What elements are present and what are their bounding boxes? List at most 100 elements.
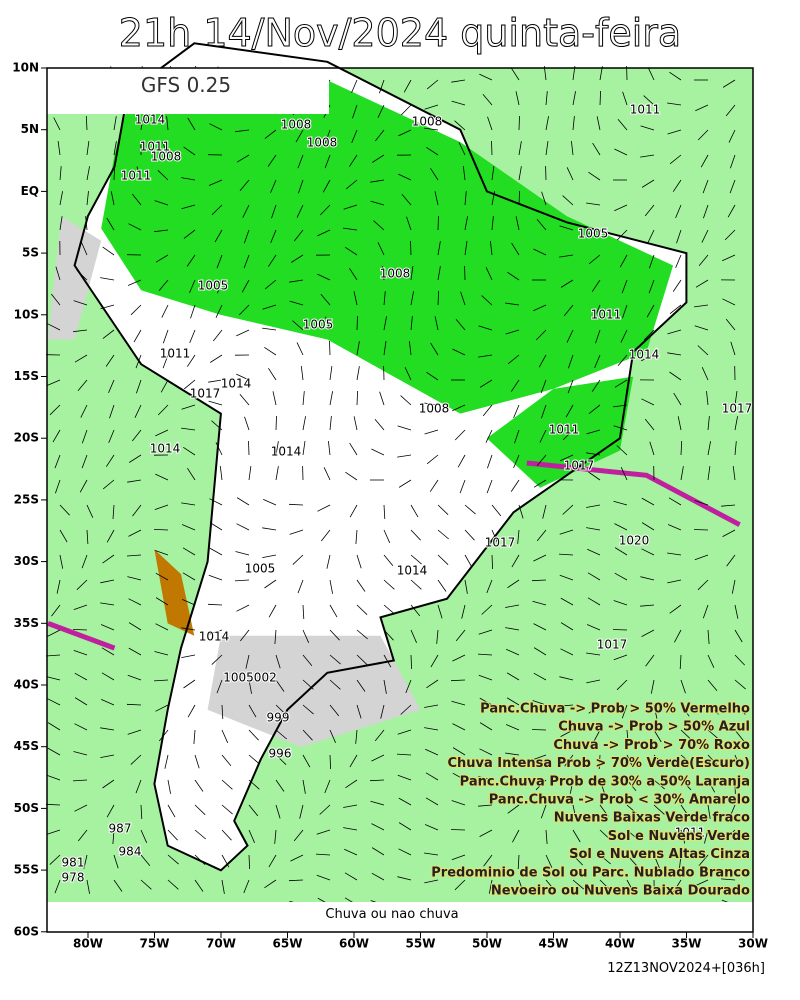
wind-arrow [272,391,277,406]
wind-arrow [374,729,385,742]
wind-arrow [450,679,466,682]
wind-arrow [455,629,466,642]
isobar-label: 1008 [412,115,443,129]
wind-arrow [183,379,196,390]
wind-arrow [490,241,493,256]
wind-arrow [167,854,179,865]
wind-arrow [640,576,655,581]
wind-arrow [102,329,115,339]
wind-arrow [725,104,736,117]
wind-arrow [669,71,682,81]
wind-arrow [533,248,547,256]
wind-arrow [460,291,466,306]
wind-arrow [586,429,601,435]
wind-arrow [587,548,601,556]
isobar-label: 1008 [151,150,182,164]
legend-entry: Panc.Chuva -> Prob > 50% Vermelho [480,702,750,717]
wind-arrow [383,629,394,641]
wind-arrow [55,479,61,494]
wind-arrow [562,504,574,515]
wind-arrow [653,704,658,719]
wind-arrow [481,295,493,306]
wind-arrow [181,502,196,506]
wind-arrow [491,529,498,543]
wind-arrow [695,279,709,288]
wind-arrow [507,804,520,814]
wind-arrow [511,554,520,568]
wind-arrow [672,179,682,192]
wind-arrow [59,529,68,543]
wind-arrow [437,579,447,592]
wind-arrow [641,548,655,556]
wind-arrow [320,294,331,306]
wind-arrow [113,116,117,131]
wind-arrow [211,204,223,216]
wind-arrow [157,404,169,416]
wind-arrow [275,804,281,819]
lat-label: 40S [14,678,39,692]
wind-arrow [57,141,61,156]
magenta-band [47,621,116,651]
wind-arrow [653,829,664,842]
wind-arrow [518,190,520,206]
wind-arrow [729,179,736,194]
wind-arrow [560,729,574,737]
wind-arrow [588,704,601,714]
wind-arrow [697,129,709,141]
wind-arrow [721,854,736,860]
wind-arrow [127,576,142,581]
wind-arrow [181,427,196,431]
wind-arrow [235,129,250,133]
wind-arrow [300,366,304,381]
legend-entry: Chuva Intensa Prob > 70% Verde(Escuro) [447,756,750,771]
wind-arrow [424,879,439,884]
wind-arrow [209,123,223,131]
legend-entry: Chuva -> Prob > 50% Azul [558,720,750,735]
wind-arrow [348,154,358,167]
wind-arrow [292,554,304,565]
wind-arrow [302,704,314,715]
wind-arrow [317,504,331,512]
wind-arrow [674,629,682,643]
wind-arrow [640,154,655,158]
wind-arrow [167,804,176,818]
wind-arrow [599,779,605,794]
wind-arrow [166,116,169,131]
wind-arrow [707,704,719,715]
wind-arrow [275,779,285,792]
legend-entry: Predominio de Sol ou Parc. Nublado Branc… [431,865,750,880]
wind-arrow [292,320,304,331]
wind-arrow [221,729,229,743]
wind-arrow [564,754,574,767]
wind-arrow [109,404,115,419]
wind-arrow [531,579,547,582]
wind-arrow [410,291,414,306]
wind-arrow [680,754,692,765]
wind-arrow [650,679,655,694]
wind-arrow [85,115,88,131]
map-area: 1011101410111008101110081008100810051008… [45,42,753,932]
wind-arrow [236,604,250,612]
wind-arrow [464,579,468,594]
wind-arrow [434,191,439,206]
wind-arrow [248,754,260,765]
wind-arrow [586,624,601,631]
wind-arrow [236,329,250,337]
wind-arrow [707,804,711,819]
wind-arrow [734,704,746,715]
wind-arrow [208,179,223,186]
legend-entry: Panc.Chuva -> Prob < 30% Amarelo [489,793,750,808]
wind-arrow [426,79,439,90]
wind-arrow [599,879,611,891]
wind-arrow [323,467,331,481]
wind-arrow [262,527,277,531]
wind-arrow [302,679,314,690]
wind-arrow [383,679,387,694]
wind-arrow [248,829,255,843]
wind-arrow [426,454,439,465]
wind-arrow [517,529,520,544]
wind-arrow [134,404,142,418]
wind-arrow [559,574,574,581]
wind-arrow [643,95,655,106]
wind-arrow [248,804,259,817]
